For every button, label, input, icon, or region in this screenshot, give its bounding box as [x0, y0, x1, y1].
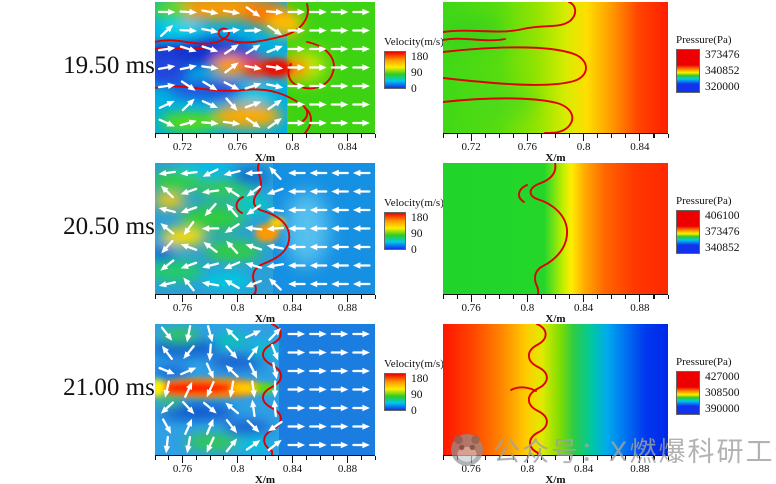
colorbar-value: 340852 [705, 65, 740, 77]
colorbar-value: 427000 [705, 371, 740, 383]
colorbar-value: 340852 [705, 242, 740, 254]
legend-title: Velocity(m/s) [384, 358, 444, 370]
watermark-text: 公众号：X燃爆科研工作室 [493, 437, 776, 468]
colorbar-value: 180 [411, 51, 429, 63]
velocity-field-image [155, 163, 375, 294]
colorbar-value: 320000 [705, 81, 740, 93]
x-tick-label: 0.76 [517, 141, 537, 153]
legend-title: Pressure(Pa) [676, 195, 732, 207]
x-tick-label: 0.8 [230, 463, 245, 475]
x-tick-label: 0.84 [282, 463, 303, 475]
x-tick-label: 0.84 [574, 463, 594, 475]
pressure-colorbar [676, 210, 700, 254]
velocity-legend: Velocity(m/s) 180 90 0 [384, 36, 444, 95]
velocity-field-image [155, 2, 375, 133]
velocity-legend: Velocity(m/s) 180 90 0 [384, 197, 444, 256]
x-axis [154, 455, 376, 464]
legend-title: Pressure(Pa) [676, 34, 732, 46]
velocity-colorbar [384, 51, 406, 89]
x-tick-label: 0.88 [337, 463, 358, 475]
x-axis-title: X/m [545, 152, 566, 164]
x-axis-title: X/m [254, 474, 276, 484]
legend-title: Velocity(m/s) [384, 197, 444, 209]
colorbar-value: 373476 [705, 226, 740, 238]
velocity-panel-20-50ms: 0.76 0.8 0.84 0.88 X/m [154, 163, 376, 325]
vector-arrows-layer [158, 166, 371, 292]
row-20-50ms: 20.50 ms [0, 161, 776, 325]
time-label: 21.00 ms [63, 374, 155, 401]
flame-front-contour [518, 163, 568, 294]
time-label: 19.50 ms [63, 52, 155, 79]
pressure-legend: Pressure(Pa) 427000 308500 390000 [676, 356, 740, 415]
colorbar-value: 0 [411, 83, 417, 95]
x-tick-label: 0.88 [337, 302, 358, 314]
x-tick-label: 0.72 [172, 141, 193, 153]
colorbar-value: 90 [411, 228, 423, 240]
x-tick-label: 0.84 [337, 141, 358, 153]
x-axis [154, 294, 376, 303]
colorbar-value: 373476 [705, 49, 740, 61]
x-tick-label: 0.8 [576, 141, 591, 153]
colorbar-value: 180 [411, 373, 429, 385]
colorbar-value: 406100 [705, 210, 740, 222]
colorbar-value: 390000 [705, 403, 740, 415]
x-axis [442, 133, 669, 142]
legend-title: Velocity(m/s) [384, 36, 444, 48]
x-tick-label: 0.8 [285, 141, 300, 153]
x-axis [154, 133, 376, 142]
pressure-panel-20-50ms: 0.76 0.8 0.84 0.88 X/m [442, 163, 669, 325]
x-tick-label: 0.76 [227, 141, 248, 153]
colorbar-value: 90 [411, 67, 423, 79]
pressure-field-image [443, 324, 668, 455]
x-axis-title: X/m [254, 152, 276, 164]
vector-arrows-layer [157, 6, 370, 129]
pressure-panel-21-00ms: 0.76 0.8 0.84 0.88 X/m [442, 324, 669, 484]
colorbar-value: 180 [411, 212, 429, 224]
pressure-colorbar [676, 49, 700, 93]
pressure-colorbar [676, 371, 700, 415]
x-tick-label: 0.76 [172, 463, 193, 475]
velocity-panel-21-00ms: 0.76 0.8 0.84 0.88 X/m [154, 324, 376, 484]
x-tick-label: 0.8 [230, 302, 245, 314]
flame-front-contour [510, 324, 548, 455]
flame-front-contour [443, 2, 587, 133]
pressure-legend: Pressure(Pa) 373476 340852 320000 [676, 34, 740, 93]
pressure-field-image [443, 2, 668, 133]
x-tick-label: 0.8 [520, 302, 535, 314]
time-label: 20.50 ms [63, 213, 155, 240]
velocity-legend: Velocity(m/s) 180 90 0 [384, 358, 444, 417]
x-tick-label: 0.76 [461, 463, 481, 475]
velocity-panel-19-50ms: 0.72 0.76 0.8 0.84 X/m [154, 2, 376, 164]
colorbar-value: 0 [411, 244, 417, 256]
colorbar-value: 308500 [705, 387, 740, 399]
colorbar-value: 90 [411, 389, 423, 401]
pressure-panel-19-50ms: 0.72 0.76 0.8 0.84 X/m [442, 2, 669, 164]
x-tick-label: 0.76 [461, 302, 481, 314]
x-tick-label: 0.84 [282, 302, 303, 314]
row-19-50ms: 19.50 ms [0, 0, 776, 164]
x-axis-title: X/m [254, 313, 276, 325]
pressure-legend: Pressure(Pa) 406100 373476 340852 [676, 195, 740, 254]
watermark: 公众号：X燃爆科研工作室 [450, 430, 776, 469]
x-tick-label: 0.76 [172, 302, 193, 314]
x-tick-label: 0.88 [630, 463, 650, 475]
x-axis-title: X/m [545, 474, 566, 484]
colorbar-value: 0 [411, 405, 417, 417]
wechat-panda-logo-icon [451, 433, 483, 466]
x-tick-label: 0.84 [630, 141, 650, 153]
velocity-field-image [155, 324, 375, 455]
vector-arrows-layer [158, 324, 370, 454]
velocity-colorbar [384, 212, 406, 250]
legend-title: Pressure(Pa) [676, 356, 732, 368]
velocity-colorbar [384, 373, 406, 411]
x-tick-label: 0.72 [461, 141, 481, 153]
x-tick-label: 0.88 [630, 302, 650, 314]
x-tick-label: 0.84 [574, 302, 594, 314]
row-21-00ms: 21.00 ms [0, 322, 776, 484]
x-tick-label: 0.8 [520, 463, 535, 475]
x-axis [442, 294, 669, 303]
x-axis-title: X/m [545, 313, 566, 325]
pressure-field-image [443, 163, 668, 294]
